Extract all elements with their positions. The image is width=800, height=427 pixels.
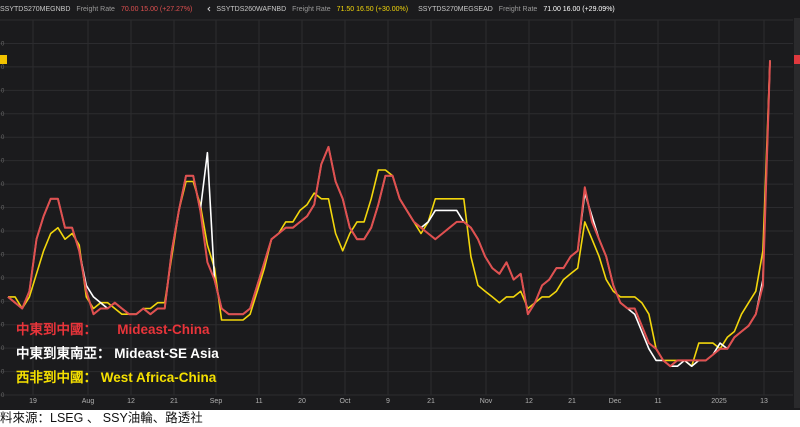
header-values-1: 70.00 15.00 (+27.27%) (120, 5, 193, 13)
y-tick-stub: 0 (1, 346, 5, 352)
chart-legend: 中東到中國： Mideast-China 中東到東南亞： Mideast-SE … (16, 318, 219, 390)
y-tick-stub: 0 (1, 229, 5, 235)
header-label-1: Freight Rate (76, 5, 115, 13)
header-series-3[interactable]: SSYTDS270MEGSEAD Freight Rate 71.00 16.0… (418, 6, 615, 13)
x-tick-label: Dec (608, 398, 622, 405)
header-series-1[interactable]: SSYTDS270MEGNBD Freight Rate 70.00 15.00… (0, 6, 192, 13)
left-marker-tag (0, 55, 7, 64)
y-tick-stub: 0 (1, 159, 5, 165)
x-tick-label: 12 (525, 398, 533, 405)
x-tick-label: 13 (760, 398, 768, 405)
y-tick-stub: 0 (1, 182, 5, 188)
x-tick-label: Oct (339, 398, 351, 405)
y-tick-stub: 0 (1, 41, 5, 47)
header-label-3: Freight Rate (498, 5, 538, 13)
x-tick-label: 21 (427, 398, 435, 405)
y-tick-stub: 0 (1, 135, 5, 141)
x-tick-label: 9 (386, 398, 390, 405)
header-ric-1: SSYTDS270MEGNBD (0, 5, 71, 13)
x-tick-label: Aug (81, 398, 95, 405)
y-tick-stub: 0 (1, 393, 5, 399)
x-tick-label: 21 (170, 398, 178, 405)
header-ric-3: SSYTDS270MEGSEAD (418, 5, 493, 13)
series-line-0 (7, 60, 771, 368)
chevron-icon (207, 6, 211, 12)
x-tick-label: Sep (209, 398, 223, 405)
y-tick-stub: 0 (1, 323, 5, 329)
chart-header: SSYTDS270MEGNBD Freight Rate 70.00 15.00… (0, 0, 800, 18)
x-tick-label: 11 (255, 398, 263, 405)
legend-item-west-africa-china: 西非到中國： West Africa-China (16, 370, 217, 385)
x-tick-label: 20 (298, 398, 306, 405)
x-tick-label: Nov (479, 398, 493, 405)
x-tick-label: 11 (654, 398, 662, 405)
last-price-tag (794, 55, 800, 64)
y-tick-stub: 0 (1, 276, 5, 282)
legend-item-mideast-china: 中東到中國： Mideast-China (16, 322, 210, 337)
header-ric-2: SSYTDS260WAFNBD (216, 5, 287, 13)
x-tick-label: 2025 (711, 398, 727, 405)
source-caption: 料來源：LSEG 、 SSY油輪、路透社 (0, 410, 800, 427)
legend-item-mideast-se-asia: 中東到東南亞： Mideast-SE Asia (16, 346, 219, 361)
x-tick-label: 21 (568, 398, 576, 405)
header-values-2: 71.50 16.50 (+30.00%) (336, 5, 409, 13)
header-values-3: 71.00 16.00 (+29.09%) (543, 5, 615, 13)
y-tick-stub: 0 (1, 112, 5, 118)
y-tick-stub: 0 (1, 252, 5, 258)
header-series-2[interactable]: SSYTDS260WAFNBD Freight Rate 71.50 16.50… (216, 6, 408, 13)
y-tick-stub: 0 (1, 299, 5, 305)
x-tick-label: 12 (127, 398, 135, 405)
y-tick-stub: 0 (1, 206, 5, 212)
x-tick-label: 19 (29, 398, 37, 405)
price-axis-strip (794, 18, 800, 408)
header-label-2: Freight Rate (292, 5, 331, 13)
y-tick-stub: 0 (1, 65, 5, 71)
y-tick-stub: 0 (1, 88, 5, 94)
y-tick-stub: 0 (1, 370, 5, 376)
